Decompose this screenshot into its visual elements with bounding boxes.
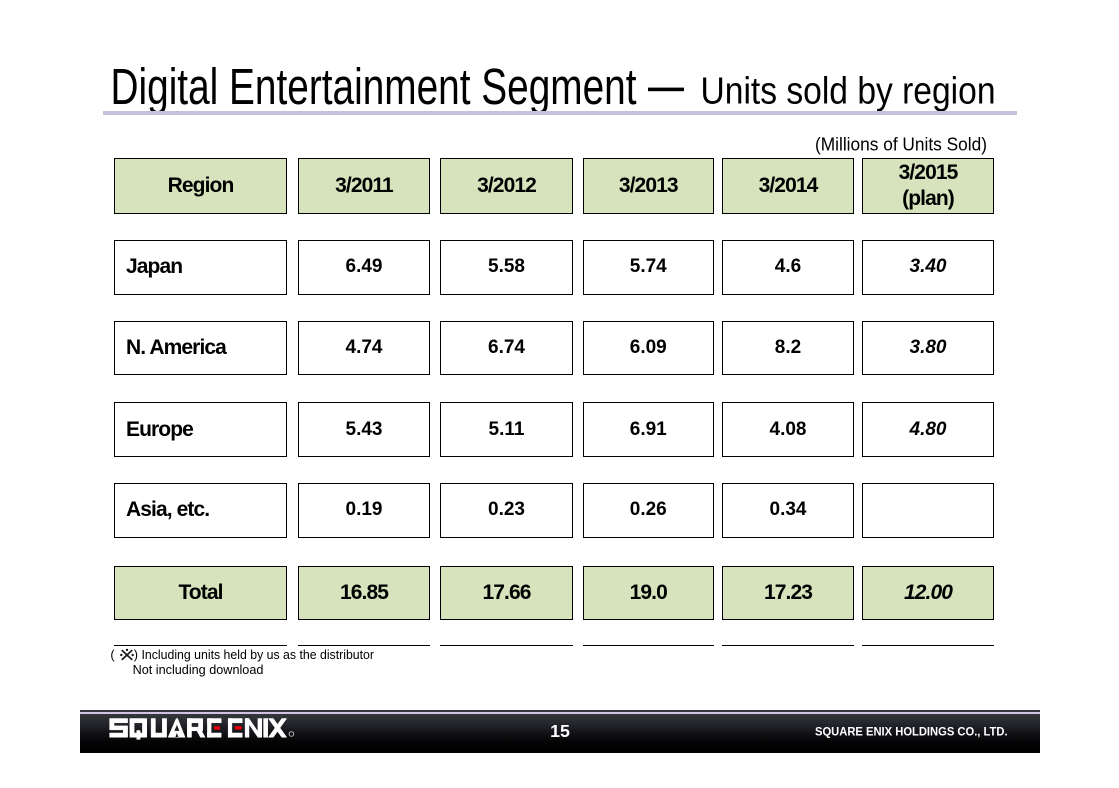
svg-text:15: 15 bbox=[550, 720, 570, 740]
svg-text:(: ( bbox=[110, 647, 115, 662]
svg-text:Including units held by us as: Including units held by us as the distri… bbox=[142, 647, 375, 662]
svg-text:SQUARE ENIX HOLDINGS CO., LTD.: SQUARE ENIX HOLDINGS CO., LTD. bbox=[815, 726, 1008, 738]
svg-text:Digital Entertainment Segment: Digital Entertainment Segment bbox=[111, 58, 637, 115]
svg-text:): ) bbox=[134, 647, 138, 662]
svg-text:(Millions of Units Sold): (Millions of Units Sold) bbox=[815, 134, 987, 155]
svg-text:Units sold by region: Units sold by region bbox=[701, 69, 996, 112]
svg-text:Not including download: Not including download bbox=[133, 662, 264, 677]
